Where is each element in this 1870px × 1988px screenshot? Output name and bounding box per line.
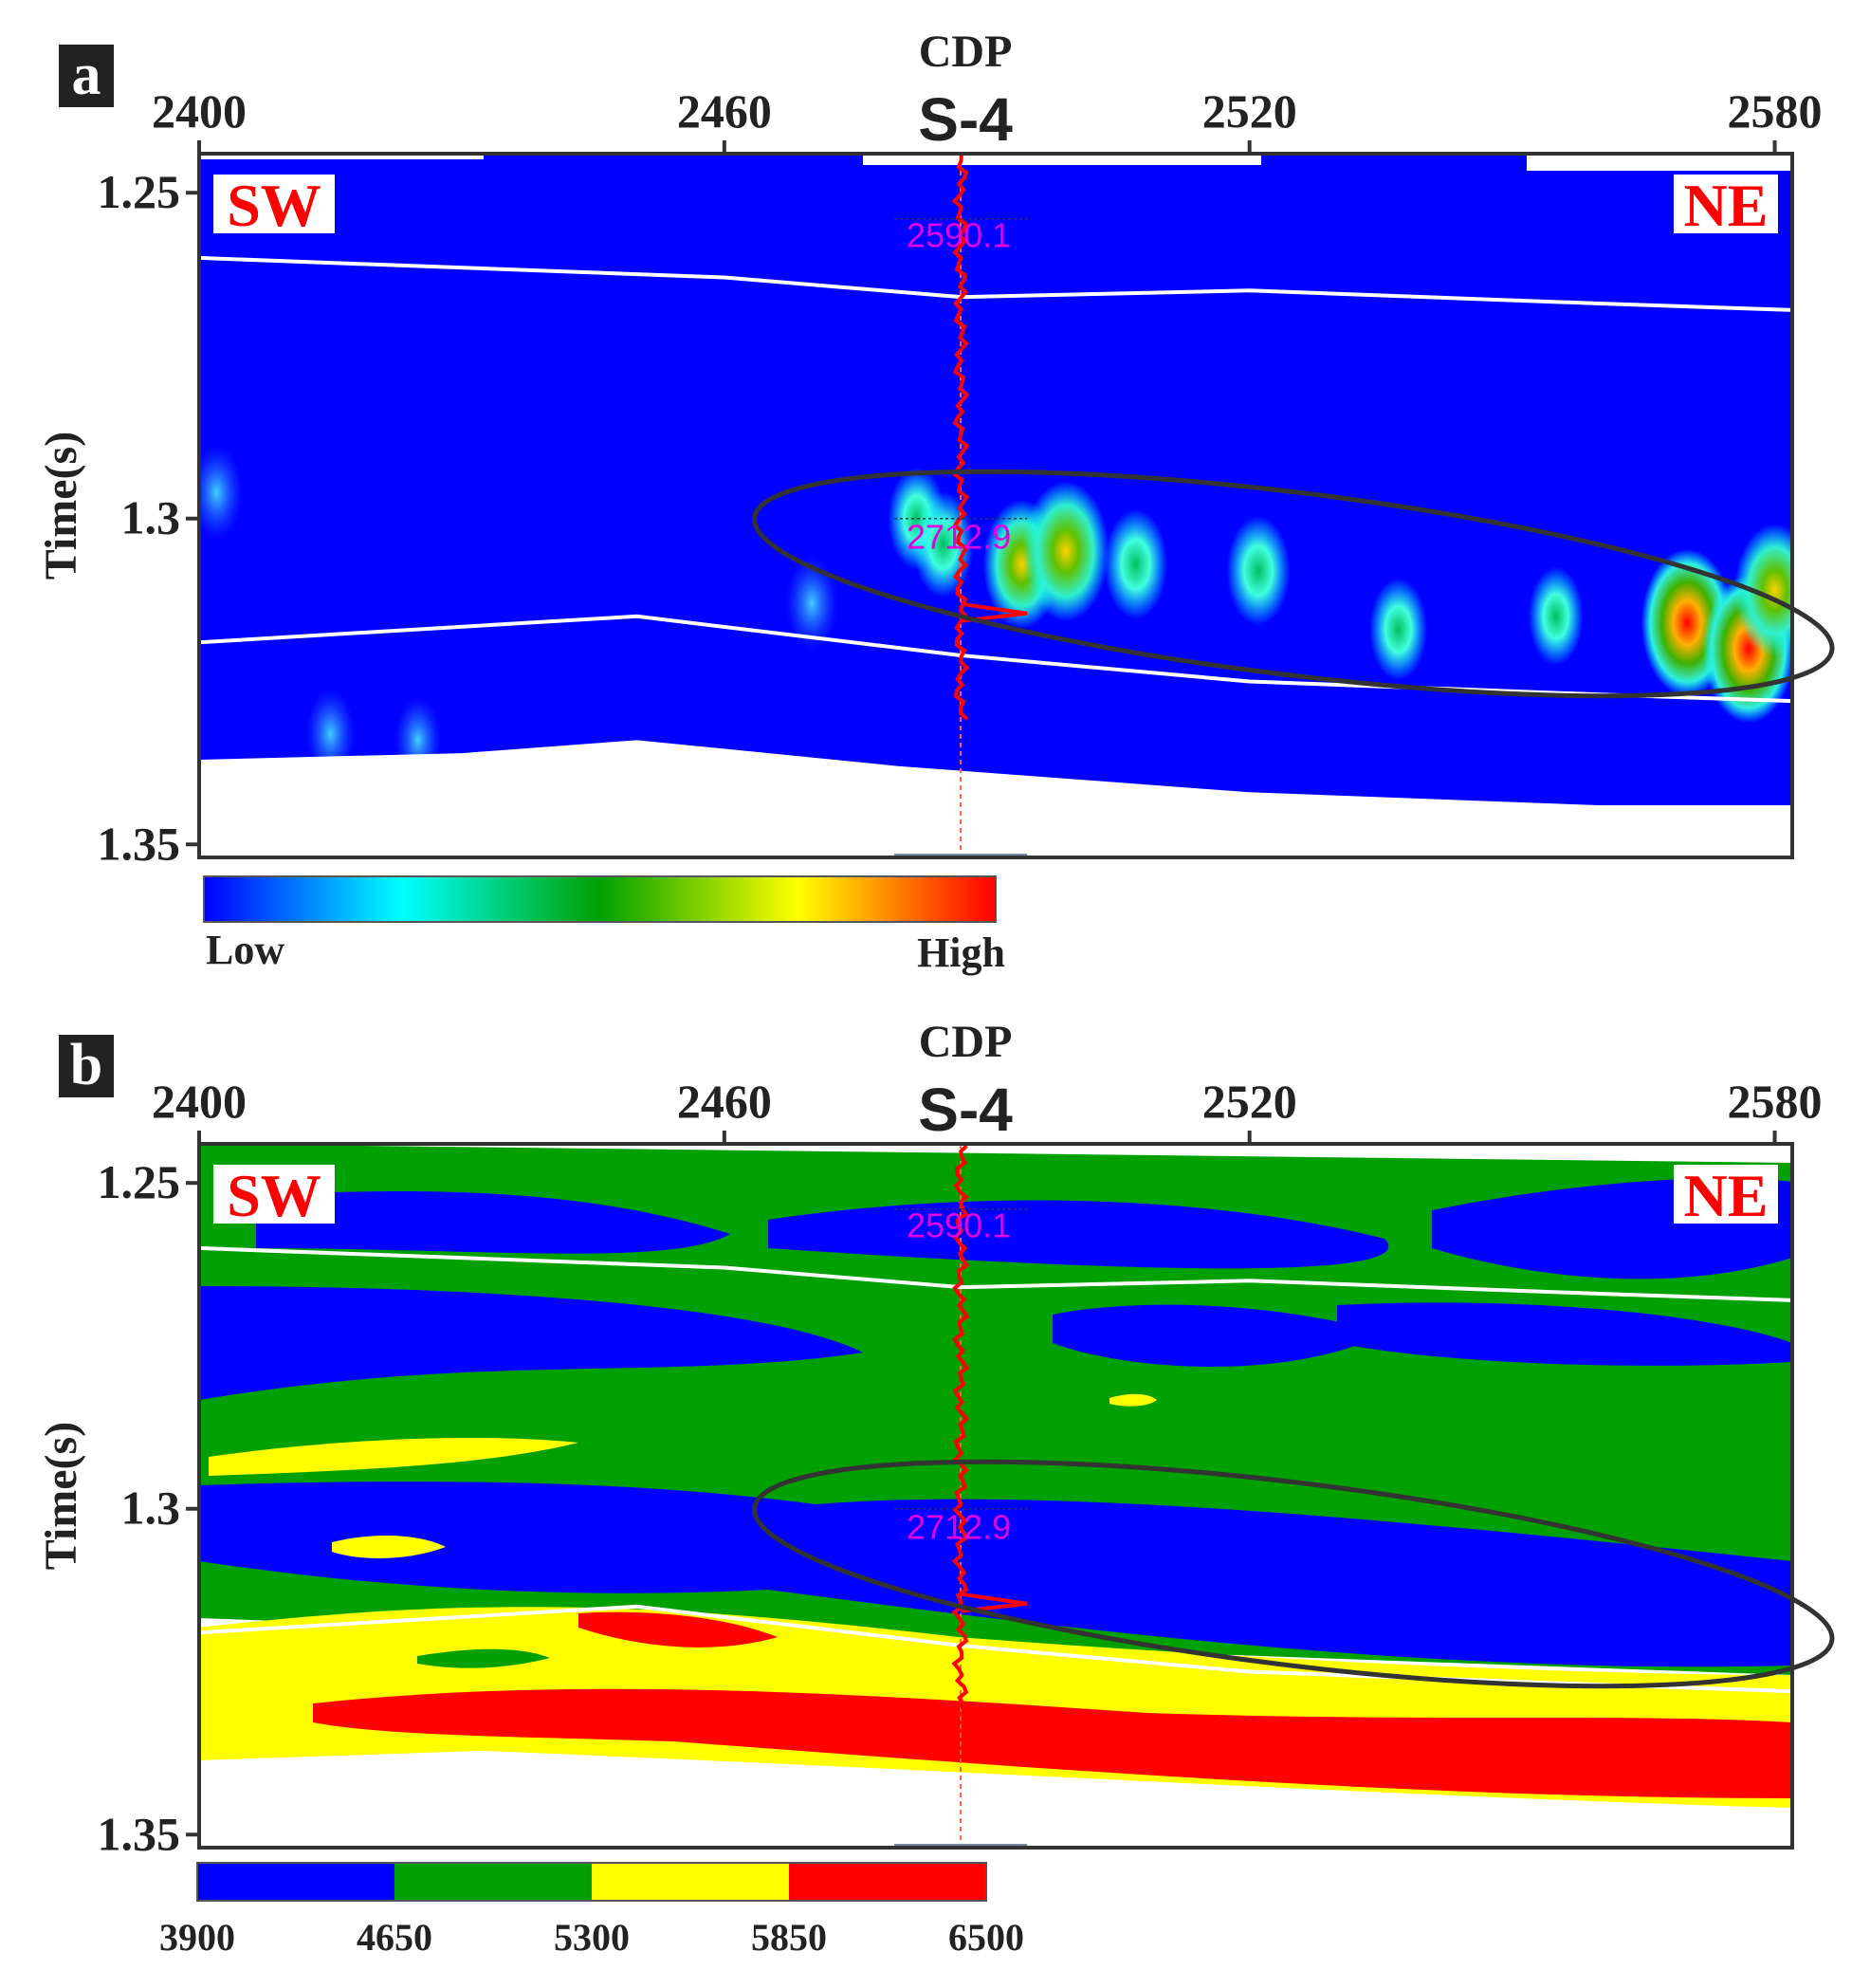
x-tick-label: 2580 [1728,84,1823,138]
x-tick-label: 2400 [152,84,247,138]
x-tick-label: 2520 [1202,84,1297,138]
x-tick-label: 2520 [1202,1075,1297,1128]
colorbar-segment [197,1863,394,1901]
x-axis-title: CDP [919,1017,1013,1067]
no-data-region [199,740,1792,857]
horizon-upper [199,1245,1792,1302]
well-log-spike [960,601,1028,623]
anomaly-blob [1022,481,1109,622]
direction-label-sw: SW [227,1162,321,1229]
panel-label-box [59,45,114,107]
data-background [199,156,1792,857]
x-axis-title: CDP [919,27,1013,77]
data-edge [1527,154,1792,171]
colorbar-segment [789,1863,986,1901]
colorbar-low-label: Low [206,927,284,973]
colorbar-frame [196,1862,987,1902]
y-axis-title: Time(s) [36,1422,86,1570]
anomaly-blob [1104,508,1168,619]
x-tick-label: 2460 [677,84,772,138]
colorbar-tick-label: 3900 [159,1916,235,1959]
colorbar-tick-label: 6500 [948,1916,1024,1959]
well-top-depth-label: 2590.1 [907,1206,1011,1245]
velocity-region [417,1648,550,1668]
velocity-region [256,1190,730,1254]
well-name: S-4 [918,1076,1013,1144]
panel-label-box [59,1035,114,1097]
colorbar-segment [394,1863,592,1901]
plot-frame [197,1142,1794,1850]
ne-label-box [1674,1165,1778,1224]
panel-label: a [72,43,101,107]
colorbar [203,875,997,923]
well-target-depth-label: 2712.9 [907,518,1011,557]
y-tick-label: 1.35 [98,1807,181,1860]
target-ellipse [752,1459,1835,1689]
velocity-region [332,1536,446,1558]
target-ellipse [752,469,1835,699]
sw-label-box [213,175,335,233]
velocity-region [1053,1304,1384,1367]
y-axis-title: Time(s) [36,432,86,580]
plot-frame [197,152,1794,859]
anomaly-blob [785,556,838,652]
data-edge [199,154,484,159]
plot-area [199,1144,1792,1848]
x-tick-label: 2400 [152,1075,247,1128]
y-tick-label: 1.3 [121,491,181,544]
velocity-region [1109,1393,1157,1407]
velocity-region [199,1482,1792,1667]
colorbar-tick-label: 4650 [357,1916,432,1959]
y-tick-label: 1.35 [98,817,181,870]
direction-label-sw: SW [227,172,321,239]
panel-label: b [70,1033,102,1097]
plot-area [199,154,1792,857]
colorbar-tick-label: 5300 [554,1916,630,1959]
anomaly-blob [1734,524,1792,657]
velocity-region [768,1200,1389,1269]
panel-b: 2590.1 2712.9 SW NE 2400 2460 2520 2580 CDP S-4 1.… [36,1017,1835,1959]
well-log-spike [960,1592,1028,1613]
direction-label-ne: NE [1684,1162,1769,1229]
velocity-region [578,1611,778,1647]
no-data-region [199,1751,1792,1848]
colorbar-tick-label: 5850 [751,1916,827,1959]
velocity-region [313,1688,1792,1798]
velocity-region [199,1286,863,1400]
x-tick-label: 2580 [1728,1075,1823,1128]
well-top-depth-label: 2590.1 [907,216,1011,255]
colorbar-segment [592,1863,789,1901]
ne-label-box [1674,175,1778,233]
x-tick-label: 2460 [677,1075,772,1128]
velocity-region [1337,1302,1792,1366]
y-tick-label: 1.25 [98,165,181,218]
colorbar-high-label: High [917,930,1005,976]
sw-label-box [213,1165,335,1224]
horizon-upper [199,255,1792,312]
well-log-curve [951,1144,970,1710]
well-target-depth-label: 2712.9 [907,1508,1011,1547]
direction-label-ne: NE [1684,172,1769,239]
panel-a: 2590.1 2712.9 SW NE 2400 2460 2520 2580 CDP S-4 1.… [36,27,1835,976]
y-tick-label: 1.3 [121,1482,181,1535]
anomaly-blob [1369,578,1428,681]
anomaly-blob [1528,566,1584,666]
y-tick-label: 1.25 [98,1155,181,1208]
anomaly-blob [1226,515,1291,626]
well-log-curve [951,155,970,721]
anomaly-blob [199,445,243,541]
velocity-region [209,1438,578,1476]
well-name: S-4 [918,85,1013,154]
